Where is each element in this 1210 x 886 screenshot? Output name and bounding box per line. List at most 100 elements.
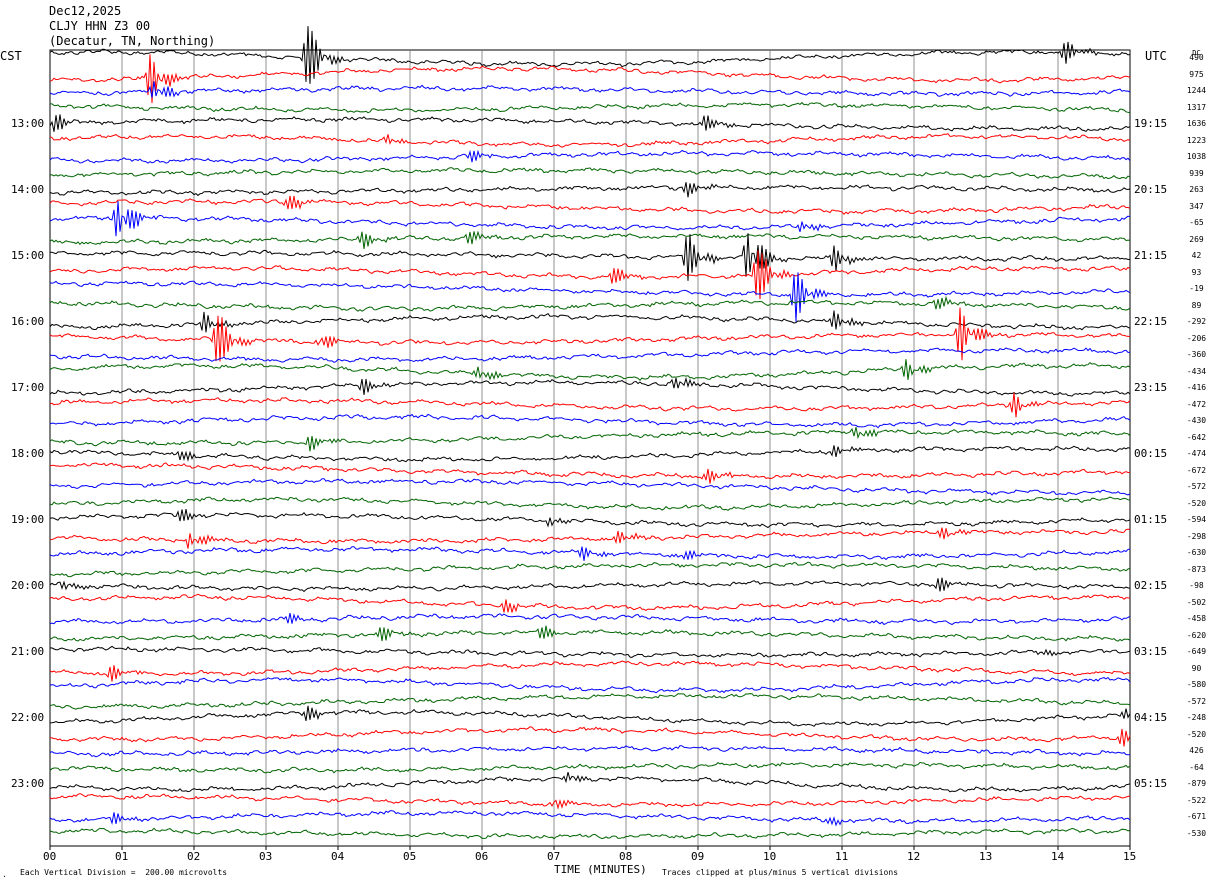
x-tick-label: 06 [475,850,489,863]
trace-line [49,810,1131,827]
trace-line [49,676,1131,694]
trace-line [49,182,1131,198]
corner-mark: . [2,870,7,879]
x-tick-label: 05 [403,850,417,863]
trace-line [49,509,1131,529]
x-tick-label: 12 [907,850,921,863]
dc-offset-value: 1223 [1186,135,1207,145]
trace-line [49,167,1131,180]
trace-line [49,26,1131,84]
trace-line [50,101,1131,114]
dc-offset-value: -430 [1186,416,1207,425]
dc-offset-value: -472 [1186,399,1207,409]
right-time-label: 04:15 [1134,711,1168,724]
trace-line [49,827,1131,840]
trace-line [49,625,1131,642]
dc-offset-value: -580 [1186,680,1207,689]
dc-offset-value: 90 [1191,663,1202,673]
right-time-label: 05:15 [1134,777,1168,790]
trace-line [49,413,1131,429]
x-axis-title: TIME (MINUTES) [554,863,647,876]
trace-line [49,527,1131,549]
trace-line [49,307,1130,362]
dc-offset-value: 1636 [1186,119,1207,128]
left-time-label: 14:00 [11,183,45,196]
dc-offset-value: 939 [1189,168,1204,178]
right-time-label: 03:15 [1134,645,1168,658]
left-timezone-label: CST [0,49,22,63]
dc-offset-value: -642 [1186,432,1207,442]
right-time-label: 00:15 [1134,447,1168,460]
x-tick-label: 11 [835,850,849,863]
dc-offset-value: 93 [1191,267,1202,277]
dc-offset-value: 426 [1189,746,1204,755]
dc-offset-value: -416 [1186,383,1207,392]
trace-line [49,577,1131,593]
x-tick-label: 14 [1051,850,1065,863]
trace-line [49,392,1131,418]
dc-offset-value: -434 [1186,366,1207,376]
trace-line [49,195,1131,216]
chart-date: Dec12,2025 [49,4,122,18]
x-tick-label: 07 [547,850,561,863]
dc-offset-value: -520 [1186,729,1207,739]
dc-offset-value: -671 [1186,812,1207,821]
trace-line [49,645,1131,658]
dc-offset-value: -879 [1186,779,1207,788]
dc-offset-value: 1317 [1186,102,1207,112]
dc-offset-value: -572 [1186,482,1207,491]
x-tick-label: 10 [763,850,777,863]
trace-line [49,462,1131,484]
dc-offset-value: -248 [1186,713,1207,722]
left-time-label: 20:00 [11,579,45,592]
right-time-label: 21:15 [1134,249,1168,262]
dc-offset-value: 42 [1191,251,1202,260]
trace-line [49,272,1131,322]
x-tick-label: 09 [691,850,705,863]
right-time-label: 20:15 [1134,183,1168,196]
right-timezone-label: UTC [1145,49,1167,63]
right-time-label: 02:15 [1134,579,1168,592]
dc-offset-value: -360 [1186,350,1207,359]
dc-offset-value: -292 [1186,317,1207,326]
scale-note: Each Vertical Division = 200.00 microvol… [20,868,228,877]
trace-line [49,133,1131,148]
dc-offset-value: 263 [1189,185,1204,194]
trace-line [49,201,1131,237]
station-location: (Decatur, TN, Northing) [49,34,216,48]
dc-offset-value: -502 [1186,597,1207,607]
x-tick-label: 03 [259,850,273,863]
dc-offset-value: -458 [1186,614,1207,623]
trace-line [49,593,1131,613]
dc-offset-value: 490 [1189,53,1204,62]
left-time-label: 16:00 [11,315,45,328]
dc-offset-value: -520 [1186,498,1207,508]
dc-offset-value: -98 [1189,581,1204,590]
x-tick-label: 08 [619,850,633,863]
x-tick-label: 13 [979,850,993,863]
trace-line [49,376,1131,397]
x-tick-label: 02 [187,850,201,863]
clip-note: Traces clipped at plus/minus 5 vertical … [662,868,899,877]
trace-line [49,660,1131,682]
trace-line [49,426,1131,452]
right-time-label: 22:15 [1134,315,1168,328]
x-tick-label: 15 [1123,850,1137,863]
dc-offset-value: -873 [1186,564,1207,574]
left-time-label: 21:00 [11,645,45,658]
dc-offset-value: -630 [1186,548,1207,557]
trace-line [49,613,1131,626]
trace-line [49,149,1131,164]
dc-offset-value: -206 [1186,333,1207,343]
trace-line [49,761,1131,774]
dc-offset-value: 975 [1189,69,1204,79]
trace-line [49,310,1131,333]
dc-column-label: DC [1192,49,1201,57]
right-time-label: 19:15 [1134,117,1168,130]
trace-line [49,114,1131,133]
left-time-label: 17:00 [11,381,45,394]
dc-offset-value: 1244 [1186,86,1207,95]
trace-line [49,295,1131,312]
dc-offset-value: -572 [1186,696,1207,706]
dc-offset-value: -65 [1189,218,1204,227]
